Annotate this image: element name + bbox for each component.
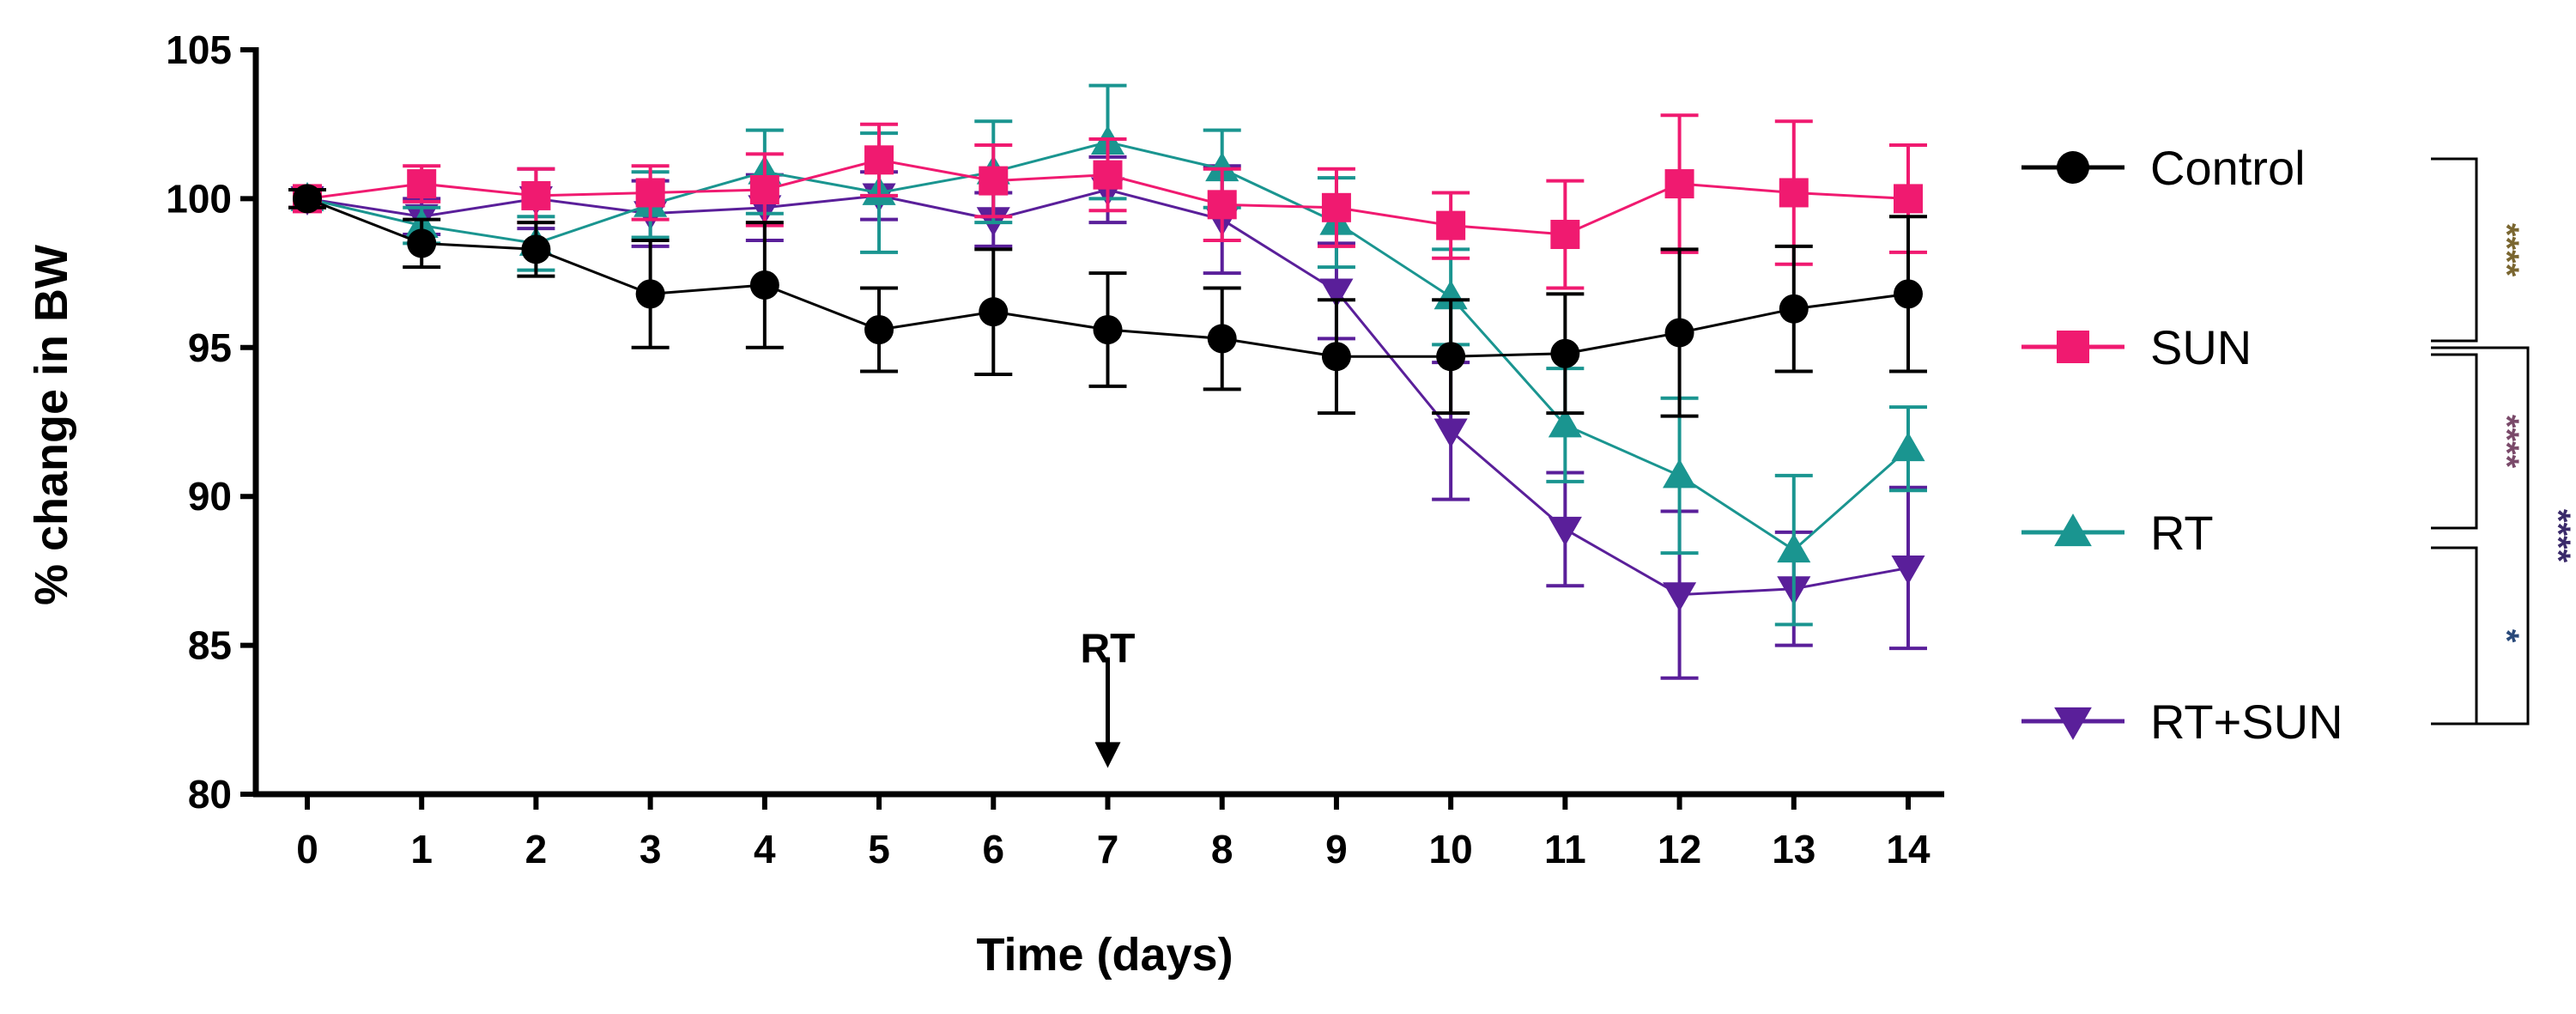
data-point-control — [1779, 294, 1809, 324]
bracket-line — [2431, 546, 2478, 726]
data-point-sun — [1207, 190, 1237, 220]
data-point-sun — [1779, 178, 1809, 208]
x-tick-label: 12 — [1658, 827, 1701, 871]
legend-item-rt-sun: RT+SUN — [2021, 695, 2343, 749]
x-tick-label: 2 — [525, 827, 548, 871]
data-point-control — [1207, 324, 1237, 354]
data-point-sun — [635, 178, 665, 208]
data-point-control — [864, 314, 894, 344]
legend: Control SUN RT RT+SUN — [2021, 141, 2343, 749]
data-point-sun — [749, 174, 779, 204]
legend-marker-rt-sun — [2054, 707, 2092, 740]
bracket-line — [2431, 157, 2478, 343]
data-point-control — [1093, 314, 1123, 344]
data-point-sun — [407, 169, 437, 199]
data-point-sun — [1894, 184, 1923, 214]
bracket-line — [2431, 353, 2478, 530]
significance-brackets: ************* — [2431, 157, 2576, 726]
significance-bracket: **** — [2431, 346, 2576, 726]
legend-item-rt: RT — [2021, 506, 2214, 560]
data-point-control — [407, 228, 437, 258]
x-tick-label: 5 — [868, 827, 890, 871]
data-point-rt — [1891, 432, 1925, 462]
x-tick-label: 9 — [1325, 827, 1348, 871]
data-point-control — [293, 184, 322, 214]
legend-item-sun: SUN — [2021, 320, 2252, 374]
data-point-control — [979, 297, 1009, 327]
x-tick-label: 11 — [1544, 827, 1586, 871]
y-tick-label: 105 — [166, 27, 232, 72]
data-point-control — [635, 279, 665, 309]
bracket-line — [2431, 346, 2530, 726]
annotation-arrow-head — [1094, 742, 1121, 768]
legend-item-control: Control — [2021, 141, 2306, 195]
data-point-rt-sun — [1663, 582, 1697, 612]
data-point-sun — [1550, 220, 1580, 250]
data-point-sun — [864, 145, 894, 175]
significance-label: * — [2488, 629, 2525, 643]
data-point-rt-sun — [1319, 278, 1354, 308]
legend-label-control: Control — [2150, 141, 2306, 195]
legend-label-rt-sun: RT+SUN — [2150, 695, 2343, 749]
data-point-sun — [521, 180, 551, 210]
y-tick-label: 100 — [166, 176, 232, 221]
x-axis-title: Time (days) — [976, 929, 1233, 981]
data-point-rt — [1205, 152, 1240, 182]
data-point-control — [749, 270, 779, 300]
data-point-rt — [1663, 458, 1697, 489]
data-point-sun — [979, 166, 1009, 196]
data-point-control — [1436, 342, 1466, 372]
data-point-rt — [1548, 408, 1582, 438]
data-point-rt — [1433, 280, 1468, 310]
y-axis-title: % change in BW — [26, 245, 77, 605]
x-tick-label: 4 — [754, 827, 776, 871]
data-point-rt-sun — [1891, 555, 1925, 585]
legend-marker-control — [2057, 151, 2089, 184]
x-tick-label: 13 — [1772, 827, 1815, 871]
y-tick-label: 95 — [188, 325, 232, 370]
significance-bracket: **** — [2431, 353, 2525, 530]
significance-label: **** — [2488, 415, 2525, 469]
x-tick-label: 8 — [1211, 827, 1233, 871]
legend-marker-rt — [2054, 513, 2092, 547]
data-point-control — [1321, 342, 1351, 372]
series-sun — [288, 113, 1927, 290]
data-point-sun — [1436, 210, 1466, 240]
data-point-control — [1664, 318, 1694, 348]
data-point-control — [521, 234, 551, 264]
data-point-sun — [1093, 160, 1123, 190]
data-point-control — [1894, 279, 1923, 309]
series-control — [288, 184, 1927, 418]
y-tick-label: 80 — [188, 772, 232, 817]
x-tick-label: 10 — [1429, 827, 1473, 871]
y-tick-label: 85 — [188, 623, 232, 668]
data-point-sun — [1664, 169, 1694, 199]
data-point-rt-sun — [1433, 418, 1468, 448]
data-point-rt — [1777, 533, 1811, 563]
legend-label-rt: RT — [2150, 506, 2214, 560]
y-tick-label: 90 — [188, 474, 232, 519]
x-tick-label: 7 — [1097, 827, 1119, 871]
x-tick-label: 3 — [639, 827, 662, 871]
data-point-control — [1550, 338, 1580, 368]
significance-bracket: **** — [2431, 157, 2525, 343]
x-tick-label: 0 — [296, 827, 318, 871]
significance-label: **** — [2539, 509, 2576, 563]
legend-marker-sun — [2057, 331, 2089, 363]
data-point-rt-sun — [1548, 516, 1582, 546]
significance-bracket: * — [2431, 546, 2525, 726]
x-tick-label: 14 — [1886, 827, 1930, 871]
significance-label: **** — [2488, 223, 2525, 277]
series-layer — [288, 83, 1927, 680]
x-tick-label: 1 — [410, 827, 433, 871]
data-point-sun — [1321, 192, 1351, 222]
legend-label-sun: SUN — [2150, 320, 2252, 374]
annotation-layer: RT — [1081, 627, 1135, 768]
x-tick-label: 6 — [982, 827, 1004, 871]
